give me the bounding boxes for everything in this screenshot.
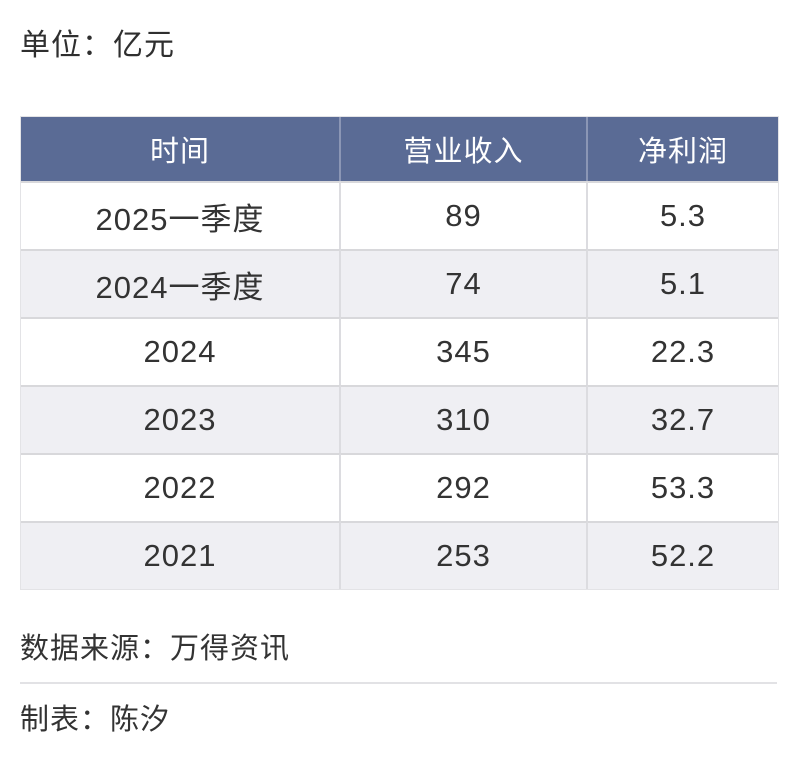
cell-revenue: 345 [341, 317, 588, 385]
col-header-time: 时间 [21, 117, 341, 181]
cell-time: 2024 [21, 317, 341, 385]
table-row: 2022 292 53.3 [21, 453, 778, 521]
cell-net-profit: 53.3 [588, 453, 778, 521]
cell-net-profit: 32.7 [588, 385, 778, 453]
col-header-net-profit: 净利润 [588, 117, 778, 181]
cell-net-profit: 5.3 [588, 181, 778, 249]
cell-revenue: 89 [341, 181, 588, 249]
financial-table: 时间 营业收入 净利润 2025一季度 89 5.3 2024一季度 74 5.… [20, 116, 779, 590]
data-source-label: 数据来源：万得资讯 [20, 633, 291, 665]
cell-revenue: 74 [341, 249, 588, 317]
table-row: 2024一季度 74 5.1 [21, 249, 778, 317]
divider-line [20, 682, 777, 684]
unit-label: 单位：亿元 [20, 29, 175, 62]
cell-time: 2022 [21, 453, 341, 521]
cell-time: 2023 [21, 385, 341, 453]
cell-revenue: 253 [341, 521, 588, 589]
table-row: 2023 310 32.7 [21, 385, 778, 453]
table-header-row: 时间 营业收入 净利润 [21, 117, 778, 181]
cell-time: 2024一季度 [21, 249, 341, 317]
cell-net-profit: 22.3 [588, 317, 778, 385]
cell-net-profit: 52.2 [588, 521, 778, 589]
table-row: 2021 253 52.2 [21, 521, 778, 589]
cell-revenue: 292 [341, 453, 588, 521]
table-row: 2025一季度 89 5.3 [21, 181, 778, 249]
table-row: 2024 345 22.3 [21, 317, 778, 385]
col-header-revenue: 营业收入 [341, 117, 588, 181]
cell-time: 2021 [21, 521, 341, 589]
cell-revenue: 310 [341, 385, 588, 453]
author-label: 制表：陈汐 [20, 704, 171, 736]
cell-net-profit: 5.1 [588, 249, 778, 317]
cell-time: 2025一季度 [21, 181, 341, 249]
